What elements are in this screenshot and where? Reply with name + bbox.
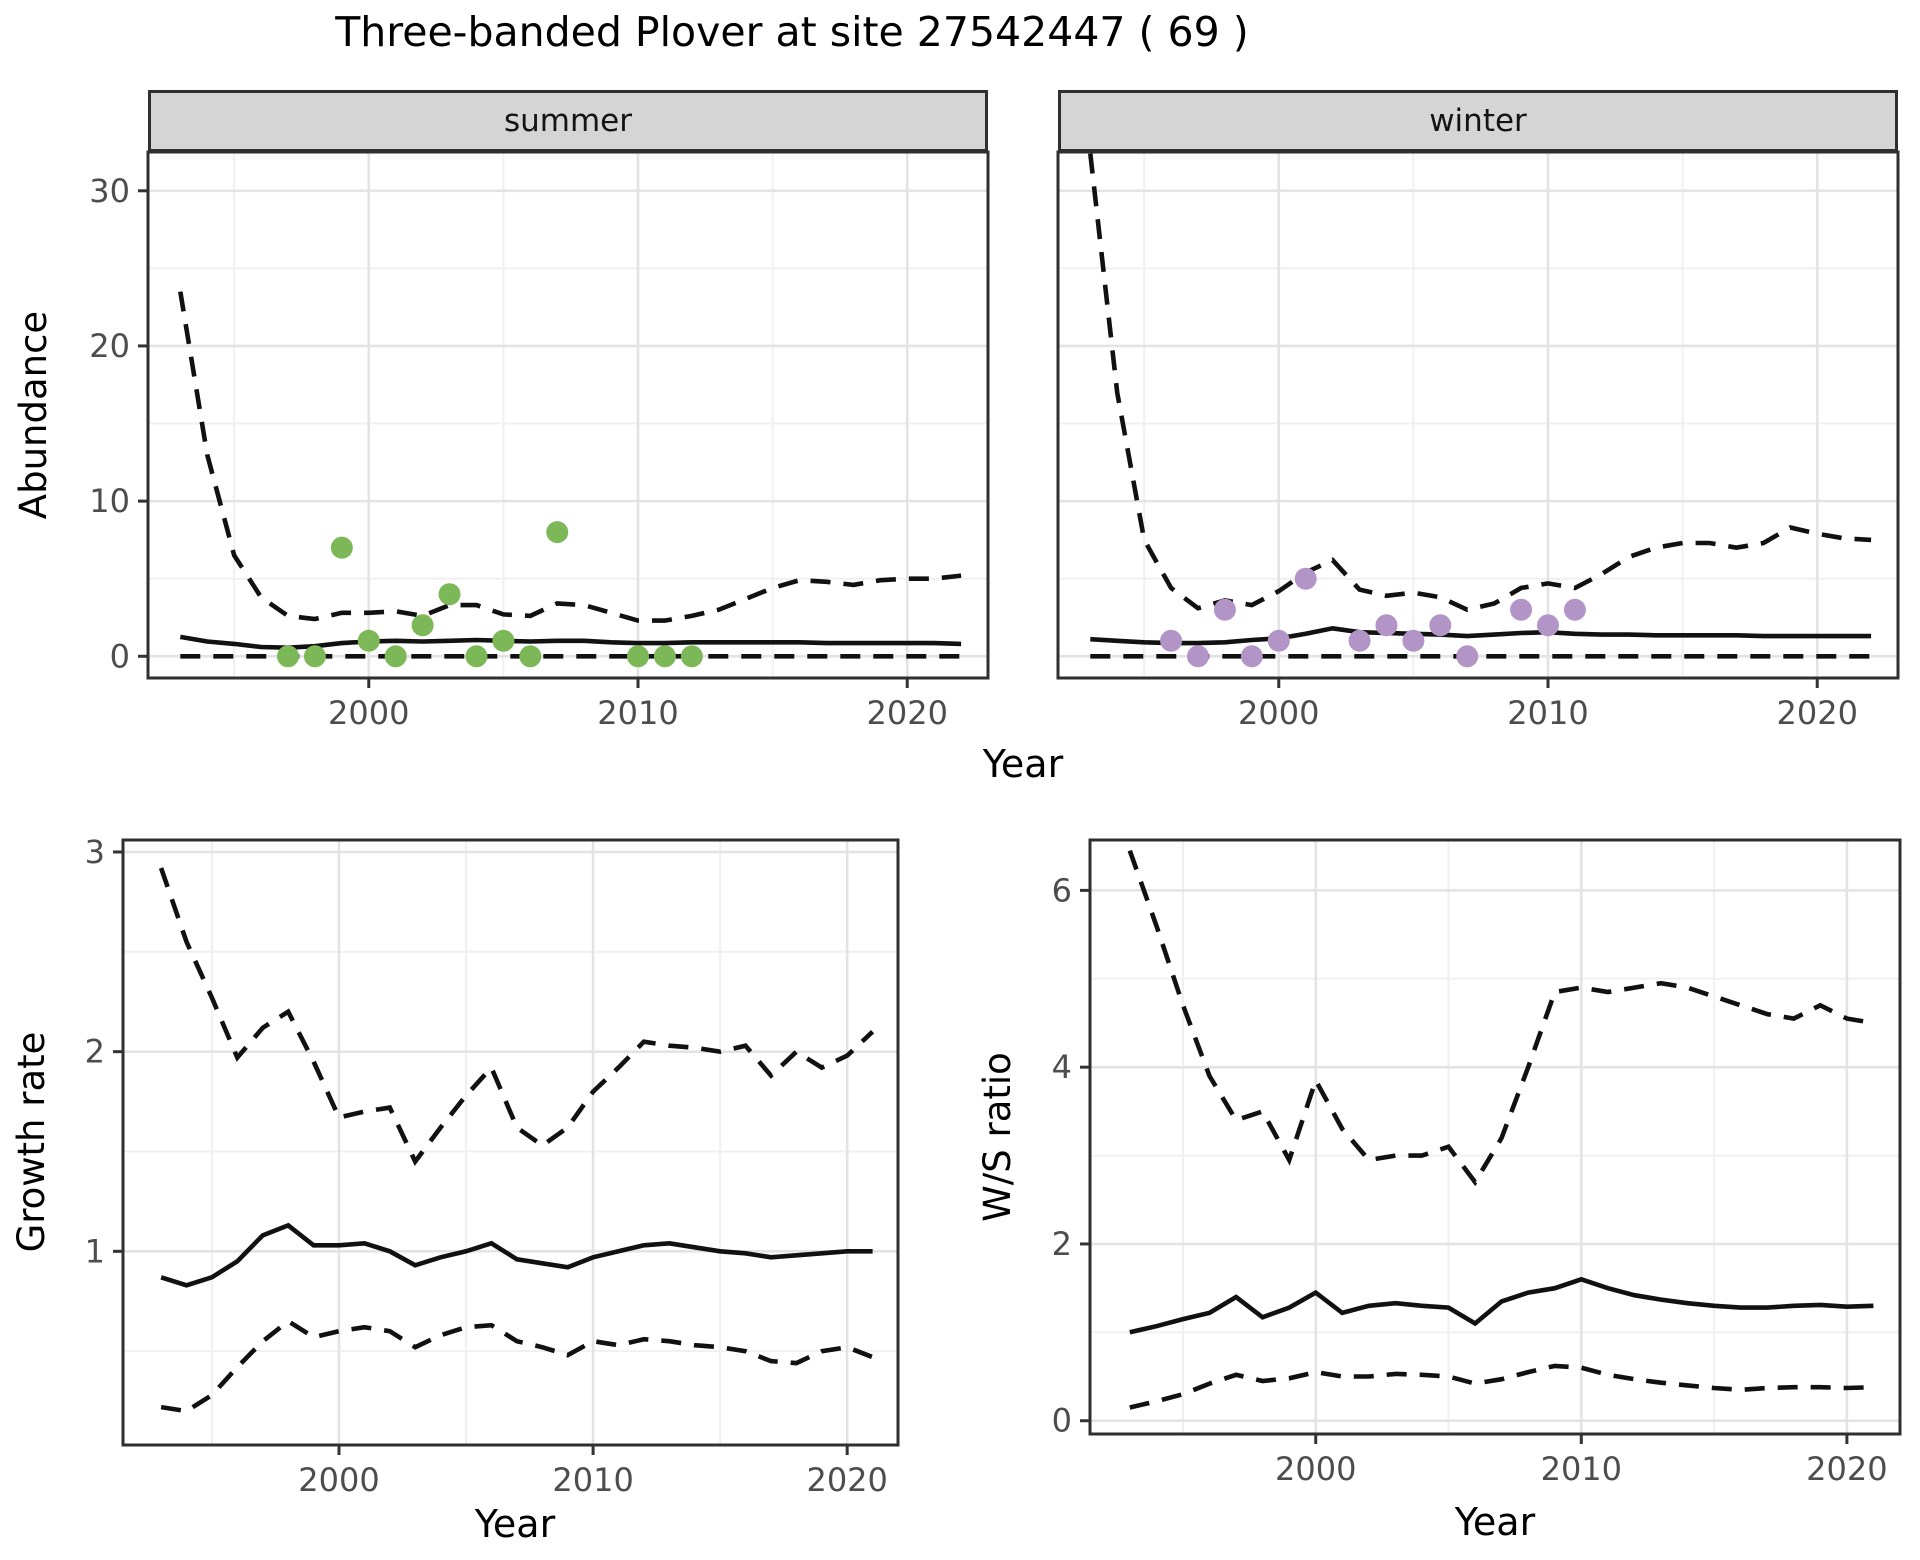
ws-ratio-median-line — [1129, 1276, 1874, 1335]
observed-counts-summer — [303, 645, 326, 668]
panel-border — [1056, 150, 1900, 680]
abundance-summer-plot: 2000 2010 2020 0 10 20 30 — [89, 150, 990, 732]
x-tick-label: 2010 — [1507, 694, 1588, 732]
observed-counts-summer — [384, 645, 407, 668]
y-tick-label: 3 — [85, 833, 105, 871]
facet-strip-summer: summer — [148, 90, 988, 152]
x-tick-label: 2010 — [597, 694, 678, 732]
chart-title: Three-banded Plover at site 27542447 ( 6… — [335, 8, 1249, 56]
x-axis-title-year-bottom-right: Year — [1454, 1500, 1536, 1544]
x-tick-label: 2020 — [1806, 1450, 1887, 1488]
observed-counts-summer — [546, 521, 569, 544]
observed-counts-winter — [1187, 645, 1209, 668]
y-tick-label: 4 — [1052, 1048, 1072, 1086]
panel-border — [1088, 838, 1902, 1436]
panel-border — [121, 838, 900, 1447]
abundance-winter-plot: 2000 2010 2020 — [1056, 150, 1900, 732]
x-tick-label: 2020 — [867, 694, 948, 732]
observed-counts-winter — [1240, 645, 1263, 668]
y-tick-label: 0 — [110, 637, 130, 675]
observed-counts-summer — [627, 645, 649, 668]
y-tick-label: 2 — [1052, 1225, 1072, 1263]
observed-counts-winter — [1402, 629, 1425, 652]
observed-counts-winter — [1348, 629, 1371, 652]
observed-counts-winter — [1563, 598, 1586, 621]
x-tick-label: 2020 — [806, 1461, 887, 1499]
y-tick-label: 2 — [85, 1033, 105, 1071]
growth-rate-median-line — [160, 1222, 873, 1288]
growth-rate-upper_ci-line — [158, 867, 875, 1166]
observed-counts-summer — [492, 629, 515, 652]
x-tick-label: 2000 — [328, 694, 409, 732]
x-tick-label: 2010 — [1541, 1450, 1622, 1488]
observed-counts-winter — [1456, 645, 1479, 668]
growth-rate-lower_ci-line — [160, 1318, 874, 1414]
x-tick-label: 2000 — [298, 1461, 379, 1499]
ws-ratio-plot: 2000 2010 2020 0 2 4 6 — [1052, 838, 1902, 1488]
abundance-summer-upper_ci-line — [178, 291, 962, 623]
x-tick-label: 2000 — [1238, 694, 1319, 732]
observed-counts-winter — [1429, 614, 1452, 637]
observed-counts-summer — [411, 614, 434, 637]
observed-counts-summer — [465, 645, 488, 668]
y-axis-title-abundance: Abundance — [12, 310, 55, 520]
x-tick-label: 2010 — [552, 1461, 633, 1499]
observed-counts-summer — [680, 645, 703, 668]
y-tick-label: 30 — [89, 172, 130, 210]
y-tick-label: 0 — [1052, 1402, 1072, 1440]
observed-counts-winter — [1375, 614, 1398, 637]
observed-counts-winter — [1213, 598, 1236, 621]
growth-rate-plot: 2000 2010 2020 1 2 3 — [85, 833, 900, 1499]
abundance-summer-median-line — [179, 634, 962, 651]
observed-counts-summer — [330, 536, 353, 559]
facet-label-summer: summer — [503, 103, 632, 139]
observed-counts-summer — [519, 645, 542, 668]
facet-label-winter: winter — [1429, 103, 1527, 139]
abundance-winter-upper_ci-line — [1088, 153, 1872, 613]
ws-ratio-upper_ci-line — [1127, 849, 1874, 1187]
observed-counts-summer — [438, 583, 461, 606]
y-tick-label: 1 — [85, 1232, 105, 1270]
panel-border — [146, 150, 990, 680]
ws-ratio-lower_ci-line — [1129, 1363, 1874, 1410]
x-axis-title-year-bottom-left: Year — [474, 1502, 556, 1546]
x-axis-title-year-top: Year — [982, 742, 1064, 786]
observed-counts-summer — [357, 629, 380, 652]
observed-counts-winter — [1510, 598, 1533, 621]
observed-counts-winter — [1294, 567, 1317, 590]
y-tick-label: 10 — [89, 482, 130, 520]
x-tick-label: 2000 — [1275, 1450, 1356, 1488]
abundance-winter-median-line — [1090, 625, 1872, 646]
observed-counts-summer — [277, 645, 299, 668]
observed-counts-winter — [1537, 614, 1559, 637]
observed-counts-winter — [1160, 629, 1183, 652]
observed-counts-summer — [653, 645, 676, 668]
observed-counts-winter — [1267, 629, 1290, 652]
x-tick-label: 2020 — [1777, 694, 1858, 732]
y-tick-label: 6 — [1052, 871, 1072, 909]
y-tick-label: 20 — [89, 327, 130, 365]
